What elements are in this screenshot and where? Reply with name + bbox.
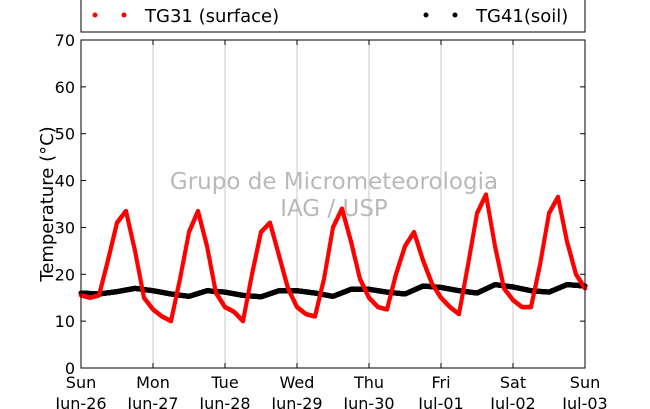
x-tick-label-day: Fri <box>431 373 450 392</box>
legend-label-tg41: TG41(soil) <box>475 6 568 27</box>
x-tick-label-date: Jun-28 <box>198 394 250 409</box>
legend-marker-tg31 <box>92 12 98 18</box>
x-tick-label-date: Jul-01 <box>417 394 463 409</box>
legend-marker-tg41 <box>423 12 429 18</box>
y-tick-label: 50 <box>55 125 75 144</box>
x-tick-label-date: Jun-26 <box>54 394 106 409</box>
legend-marker-tg41 <box>452 12 458 18</box>
legend: TG31 (surface) TG41(soil) <box>80 0 586 33</box>
axis-ticks: 0 10 20 30 40 50 60 70 Sun Jun-26 Mon Jun-27 Tue Jun-… <box>54 31 607 409</box>
x-tick-label-day: Sat <box>500 373 526 392</box>
x-tick-label-day: Wed <box>280 373 315 392</box>
y-tick-label: 10 <box>55 312 75 331</box>
x-tick-label-day: Mon <box>136 373 170 392</box>
series-tg31-surface <box>78 192 588 324</box>
y-tick-label: 0 <box>65 359 75 378</box>
legend-marker-tg31 <box>121 12 127 18</box>
y-tick-label: 40 <box>55 172 75 191</box>
legend-box <box>80 0 586 33</box>
y-axis-label: Temperature (°C) <box>37 126 58 282</box>
x-tick-label-date: Jul-02 <box>489 394 535 409</box>
x-tick-label-day: Tue <box>210 373 238 392</box>
y-tick-label: 70 <box>55 31 75 50</box>
watermark-text: Grupo de Micrometeorologia <box>170 169 498 195</box>
legend-label-tg31: TG31 (surface) <box>144 6 279 27</box>
y-tick-label: 60 <box>55 78 75 97</box>
y-tick-label: 20 <box>55 265 75 284</box>
watermark-text: IAG / USP <box>280 196 388 222</box>
x-tick-label-date: Jun-27 <box>126 394 178 409</box>
plot-frame <box>80 39 586 369</box>
x-tick-label-day: Sun <box>66 373 96 392</box>
x-tick-label-day: Thu <box>353 373 384 392</box>
x-tick-label-date: Jun-30 <box>342 394 394 409</box>
x-tick-label-date: Jul-03 <box>561 394 607 409</box>
x-tick-label-date: Jun-29 <box>270 394 322 409</box>
grid-lines <box>152 40 514 368</box>
y-tick-label: 30 <box>55 218 75 237</box>
x-tick-label-day: Sun <box>570 373 600 392</box>
